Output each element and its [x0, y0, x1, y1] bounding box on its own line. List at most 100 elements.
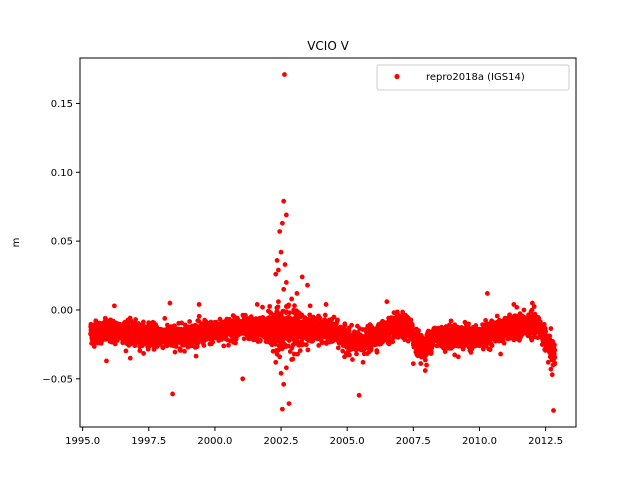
data-point-outlier	[273, 271, 279, 277]
y-axis: −0.050.000.050.100.15	[42, 99, 80, 385]
data-point-outlier	[276, 267, 281, 273]
data-point	[276, 347, 281, 353]
data-point-outlier	[111, 303, 117, 309]
data-point-outlier	[254, 302, 260, 307]
legend-label: repro2018a (IGS14)	[426, 72, 525, 83]
y-tick-label: 0.00	[51, 305, 73, 316]
data-point	[316, 343, 322, 348]
legend-box	[376, 64, 570, 91]
data-point-outlier	[529, 300, 535, 306]
data-point-outlier	[289, 296, 295, 302]
y-tick-label: −0.05	[42, 374, 73, 385]
data-point	[196, 313, 202, 319]
data-point	[287, 310, 293, 316]
data-point-outlier	[281, 286, 287, 292]
y-tick-label: 0.10	[51, 168, 73, 179]
data-point	[541, 322, 547, 327]
data-point-outlier	[455, 354, 461, 360]
data-point	[285, 343, 291, 349]
data-point	[297, 348, 303, 353]
data-point-outlier	[511, 302, 517, 307]
data-point	[162, 315, 168, 321]
x-tick-label: 1997.5	[131, 436, 166, 447]
data-point	[286, 302, 292, 308]
data-point-outlier	[278, 370, 284, 376]
data-point-outlier	[282, 262, 288, 267]
data-point-outlier	[294, 291, 300, 296]
data-point	[342, 323, 348, 329]
data-point-outlier	[283, 280, 289, 285]
data-point	[552, 354, 558, 360]
x-tick-label: 2012.5	[528, 436, 563, 447]
data-point-outlier	[283, 212, 289, 218]
data-point	[196, 318, 202, 324]
data-point-outlier	[291, 351, 297, 357]
data-point	[548, 326, 554, 331]
x-tick-label: 2010.0	[462, 436, 497, 447]
data-point	[331, 314, 337, 320]
data-point-outlier	[277, 229, 283, 234]
data-point	[305, 347, 311, 353]
data-point	[267, 304, 273, 309]
data-point-outlier	[498, 351, 504, 357]
data-point	[292, 303, 297, 309]
data-point	[291, 341, 297, 347]
data-point	[137, 348, 143, 354]
data-point	[340, 348, 346, 354]
data-point-outlier	[104, 358, 109, 364]
data-point	[543, 329, 549, 334]
plot-frame	[79, 57, 577, 428]
data-point-outlier	[307, 303, 313, 309]
data-point	[141, 351, 146, 356]
data-point-outlier	[299, 274, 305, 280]
data-point-outlier	[350, 357, 355, 362]
y-axis-label: m	[11, 238, 22, 248]
data-point	[501, 340, 507, 346]
data-point-outlier	[484, 291, 490, 296]
data-point-outlier	[282, 72, 287, 77]
data-point	[527, 328, 533, 334]
x-tick-label: 2007.5	[396, 436, 431, 447]
x-tick-label: 2005.0	[330, 436, 365, 447]
data-point	[241, 336, 247, 342]
data-point-outlier	[356, 392, 362, 398]
data-point	[173, 344, 179, 349]
data-point	[172, 349, 178, 355]
data-point	[529, 307, 535, 313]
data-point	[233, 340, 238, 346]
data-point	[374, 349, 380, 355]
data-point	[187, 319, 193, 324]
data-point-outlier	[410, 361, 416, 367]
data-point	[91, 344, 97, 349]
data-point-outlier	[260, 304, 265, 310]
legend-marker	[394, 73, 400, 80]
data-point	[319, 340, 325, 346]
data-point	[307, 312, 313, 318]
x-tick-label: 2000.0	[197, 436, 232, 447]
data-point	[317, 315, 323, 321]
data-point	[322, 312, 328, 318]
data-point	[532, 311, 538, 317]
data-point	[390, 339, 396, 345]
data-point	[112, 341, 118, 347]
data-point-outlier	[305, 282, 310, 288]
data-point	[422, 357, 428, 363]
data-point-outlier	[281, 198, 287, 204]
data-point-outlier	[424, 362, 429, 368]
data-point-outlier	[196, 302, 202, 307]
data-point	[221, 343, 227, 349]
x-tick-label: 2002.5	[264, 436, 299, 447]
data-point	[408, 317, 414, 323]
data-point-outlier	[167, 300, 173, 306]
data-point	[201, 343, 207, 348]
chart-title: VCIO V	[307, 39, 349, 53]
data-point-outlier	[548, 366, 554, 372]
data-point	[303, 342, 309, 348]
data-point	[335, 345, 341, 351]
data-point	[416, 328, 421, 334]
data-point	[514, 304, 520, 310]
data-point	[140, 319, 146, 325]
data-point	[552, 347, 558, 353]
data-point	[494, 313, 500, 319]
